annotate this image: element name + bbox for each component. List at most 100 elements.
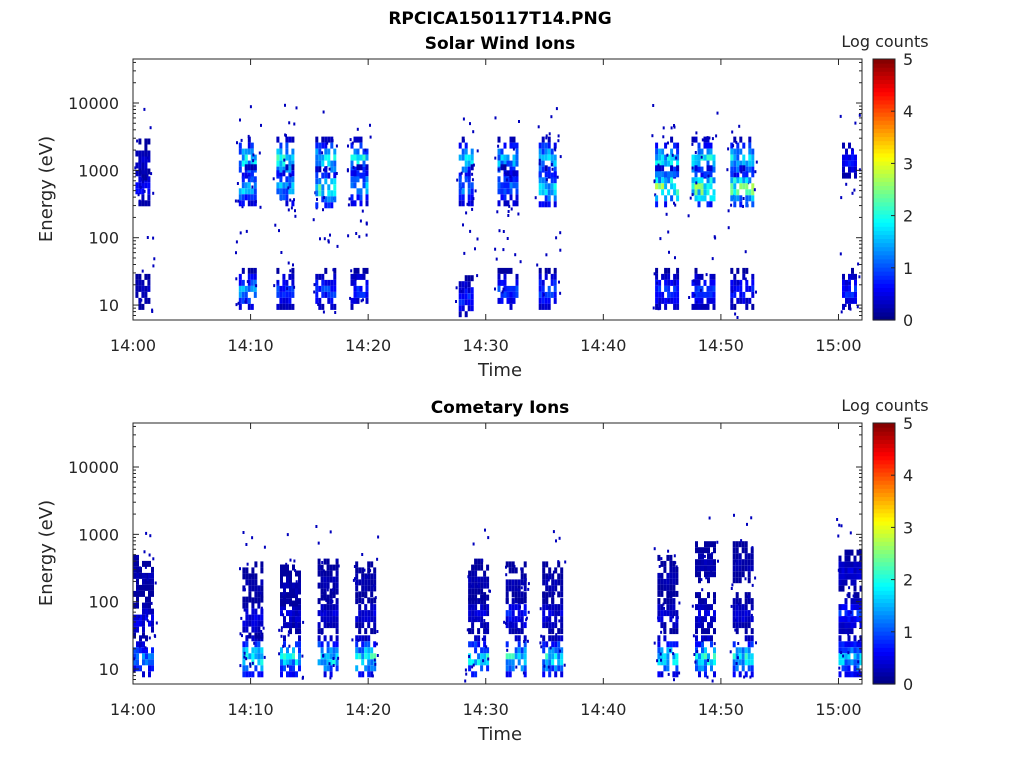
heatmap-cell xyxy=(508,604,512,611)
heatmap-cell xyxy=(712,166,716,173)
heatmap-cell xyxy=(536,263,539,267)
heatmap-cell xyxy=(741,659,745,666)
heatmap-cell xyxy=(853,585,857,592)
heatmap-cell xyxy=(377,535,380,539)
heatmap-cell xyxy=(465,672,468,676)
heatmap-cell xyxy=(291,148,295,155)
heatmap-cell xyxy=(695,622,698,629)
heatmap-cell xyxy=(283,158,286,162)
heatmap-cell xyxy=(744,622,748,629)
heatmap-cell xyxy=(666,572,670,579)
heatmap-cell xyxy=(747,616,751,623)
heatmap-cell xyxy=(733,201,737,208)
heatmap-cell xyxy=(141,303,145,310)
heatmap-cell xyxy=(145,560,148,567)
heatmap-cell xyxy=(856,616,860,623)
heatmap-cell xyxy=(326,622,330,629)
heatmap-cell xyxy=(672,572,676,579)
heatmap-cell xyxy=(253,273,257,280)
colorbar-segment xyxy=(873,156,895,162)
heatmap-cell xyxy=(257,591,261,598)
heatmap-cell xyxy=(665,212,668,216)
heatmap-cell xyxy=(138,273,142,280)
heatmap-cell xyxy=(245,573,249,580)
colorbar-segment xyxy=(873,545,895,551)
heatmap-cell xyxy=(560,567,564,574)
heatmap-cell xyxy=(557,604,561,611)
heatmap-cell xyxy=(706,297,710,304)
heatmap-cell xyxy=(748,189,752,196)
heatmap-cell xyxy=(471,172,474,176)
heatmap-cell xyxy=(145,602,148,609)
heatmap-cell xyxy=(751,546,754,550)
heatmap-cell xyxy=(135,150,139,157)
heatmap-cell xyxy=(672,566,676,573)
heatmap-cell xyxy=(497,200,501,207)
heatmap-cell xyxy=(751,195,755,202)
heatmap-cell xyxy=(152,191,155,195)
heatmap-cell xyxy=(547,303,551,310)
colorbar-segment xyxy=(873,71,895,76)
heatmap-cell xyxy=(662,126,665,130)
heatmap-cell xyxy=(356,160,360,167)
heatmap-cell xyxy=(741,622,745,629)
heatmap-cell xyxy=(483,570,487,577)
heatmap-cell xyxy=(283,588,286,595)
heatmap-cell xyxy=(147,188,151,195)
heatmap-cell xyxy=(713,592,716,599)
heatmap-cell xyxy=(701,639,704,643)
heatmap-cell xyxy=(148,653,151,660)
heatmap-cell xyxy=(507,214,510,217)
heatmap-cell xyxy=(288,160,292,167)
heatmap-cell xyxy=(695,541,698,548)
heatmap-cell xyxy=(480,622,484,629)
heatmap-cell xyxy=(295,610,298,617)
heatmap-cell xyxy=(698,616,701,623)
heatmap-cell xyxy=(330,291,334,298)
heatmap-cell xyxy=(295,106,298,110)
heatmap-cell xyxy=(484,528,486,532)
heatmap-cell xyxy=(735,610,739,617)
heatmap-cell xyxy=(523,640,526,643)
heatmap-cell xyxy=(484,631,487,635)
heatmap-cell xyxy=(239,231,242,235)
heatmap-cell xyxy=(364,610,368,617)
heatmap-cell xyxy=(703,142,707,149)
heatmap-cell xyxy=(356,194,360,201)
heatmap-cell xyxy=(143,189,146,193)
heatmap-cell xyxy=(251,653,255,660)
heatmap-cell xyxy=(242,647,246,654)
heatmap-cell xyxy=(242,665,246,672)
heatmap-cell xyxy=(847,573,851,580)
heatmap-cell xyxy=(517,579,521,586)
heatmap-cell xyxy=(838,653,842,660)
heatmap-cell xyxy=(557,665,561,672)
heatmap-cell xyxy=(706,165,710,172)
heatmap-cell xyxy=(655,165,659,172)
heatmap-cell xyxy=(700,303,704,310)
heatmap-cell xyxy=(548,616,552,623)
heatmap-cell xyxy=(698,565,701,572)
heatmap-cell xyxy=(844,304,847,307)
heatmap-cell xyxy=(241,279,245,286)
heatmap-cell xyxy=(259,591,262,595)
heatmap-cell xyxy=(730,291,734,298)
heatmap-cell xyxy=(841,604,845,611)
heatmap-cell xyxy=(299,630,302,634)
heatmap-cell xyxy=(329,233,331,237)
heatmap-cell xyxy=(751,160,755,167)
heatmap-cell xyxy=(496,210,499,214)
heatmap-cell xyxy=(280,626,283,630)
heatmap-cell xyxy=(462,139,465,143)
heatmap-cell xyxy=(137,193,140,197)
heatmap-cell xyxy=(468,588,472,595)
heatmap-cell xyxy=(850,628,854,635)
heatmap-cell xyxy=(527,582,530,586)
heatmap-cell xyxy=(335,665,339,672)
heatmap-cell xyxy=(468,659,472,666)
heatmap-cell xyxy=(500,188,504,195)
heatmap-cell xyxy=(512,297,516,304)
heatmap-cell xyxy=(148,659,151,666)
heatmap-cell xyxy=(669,616,673,623)
